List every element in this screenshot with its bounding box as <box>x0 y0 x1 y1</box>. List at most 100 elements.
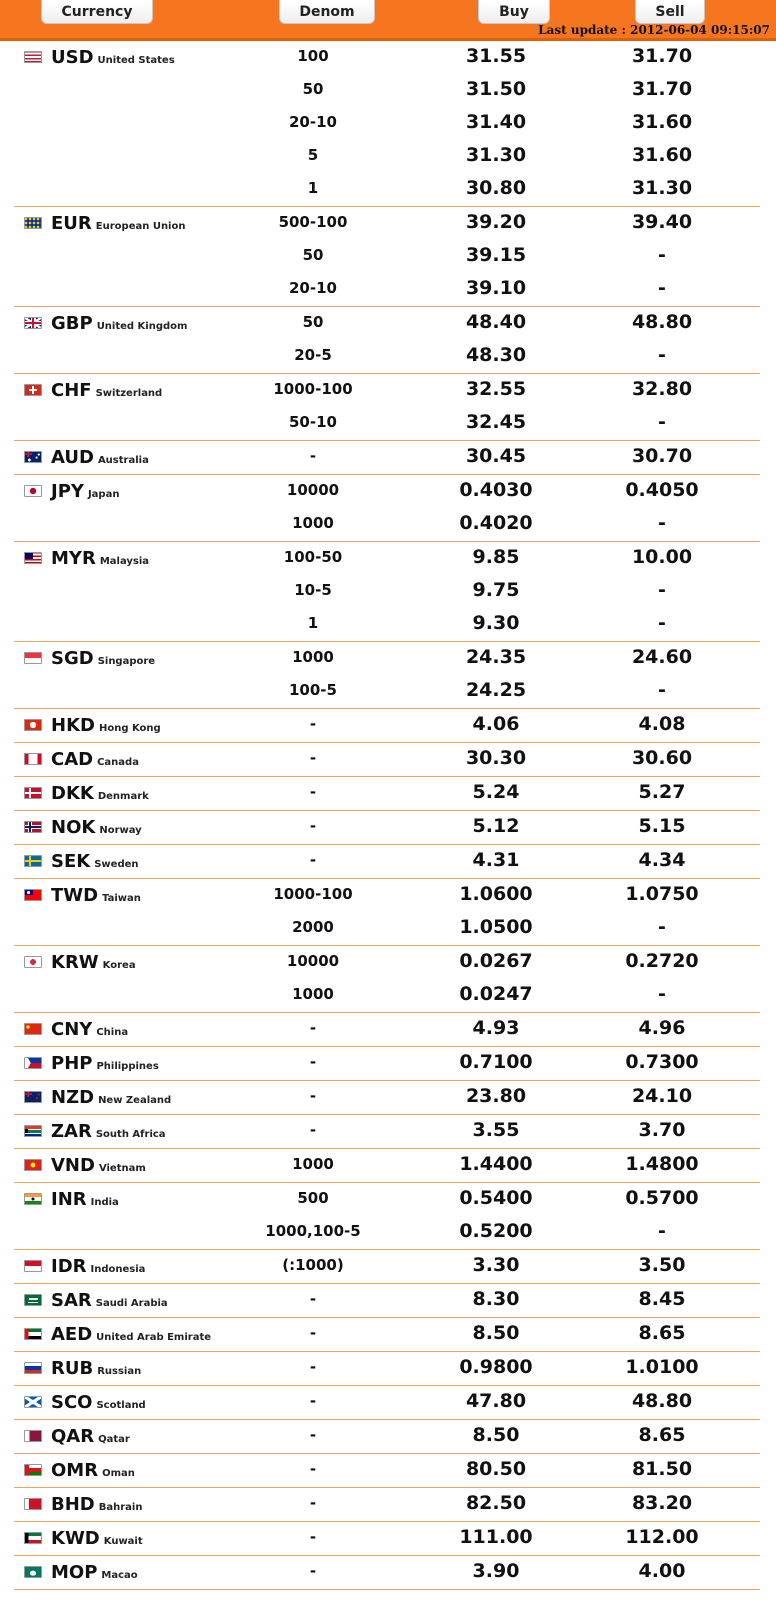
sell-rate-cell: 1.0750 <box>625 883 699 905</box>
currency-code: ZAR <box>51 1120 92 1142</box>
sell-rate-cell: 5.27 <box>638 781 686 803</box>
sell-rate-cell: 0.4050 <box>625 479 699 501</box>
currency-code: PHP <box>51 1052 93 1074</box>
flag-eu-icon <box>24 217 42 229</box>
flag-bh-icon <box>24 1498 42 1510</box>
sell-rate-cell: 81.50 <box>631 1458 693 1480</box>
currency-code: CNY <box>51 1018 93 1040</box>
flag-sg-icon <box>24 652 42 664</box>
buy-rate-cell: 24.25 <box>465 679 527 701</box>
table-row: 20-5 48.30 - <box>14 340 760 373</box>
currency-group-twd: TWD Taiwan 1000-100 1.0600 1.0750 2000 1.0500 - <box>14 879 760 946</box>
buy-rate-cell: 80.50 <box>465 1458 527 1480</box>
currency-label: JPY Japan <box>24 481 119 502</box>
country-name: Switzerland <box>95 387 163 399</box>
sell-rate-cell: 30.60 <box>631 747 693 769</box>
buy-rate-cell: 23.80 <box>465 1085 527 1107</box>
currency-group-usd: USD United States 100 31.55 31.70 50 31.50 31.7… <box>14 41 760 207</box>
buy-rate-cell: 9.30 <box>472 612 520 634</box>
denom-cell: - <box>309 783 317 801</box>
denom-cell: - <box>309 715 317 733</box>
denom-cell: 1 <box>307 614 319 632</box>
buy-rate-cell: 0.0267 <box>459 950 533 972</box>
flag-hk-icon <box>24 719 42 731</box>
denom-cell: - <box>309 851 317 869</box>
buy-rate-cell: 31.40 <box>465 111 527 133</box>
currency-code: MYR <box>51 547 96 569</box>
buy-rate-cell: 4.93 <box>472 1017 520 1039</box>
currency-code: OMR <box>51 1459 99 1481</box>
country-name: Malaysia <box>99 555 150 567</box>
sell-rate-cell: 31.60 <box>631 144 693 166</box>
currency-group-cny: CNY China - 4.93 4.96 <box>14 1013 760 1047</box>
sell-rate-cell: - <box>658 612 666 634</box>
currency-label: QAR Qatar <box>24 1426 130 1447</box>
currency-group-qar: QAR Qatar - 8.50 8.65 <box>14 1420 760 1454</box>
denom-cell: 5 <box>307 146 319 164</box>
currency-code: CHF <box>51 379 92 401</box>
country-name: Bahrain <box>98 1501 143 1513</box>
denom-cell: 50 <box>302 246 324 264</box>
currency-code: INR <box>51 1188 87 1210</box>
buy-rate-cell: 30.80 <box>465 177 527 199</box>
sell-rate-cell: 31.70 <box>631 45 693 67</box>
buy-rate-cell: 32.55 <box>465 378 527 400</box>
currency-group-nzd: NZD New Zealand - 23.80 24.10 <box>14 1081 760 1115</box>
country-name: China <box>96 1026 129 1038</box>
buy-rate-cell: 8.30 <box>472 1288 520 1310</box>
denom-cell: 1000,100-5 <box>265 1222 361 1240</box>
sell-column-button[interactable]: Sell <box>635 0 705 24</box>
sell-rate-cell: 24.60 <box>631 646 693 668</box>
table-row: NZD New Zealand - 23.80 24.10 <box>14 1081 760 1114</box>
table-row: KRW Korea 10000 0.0267 0.2720 <box>14 946 760 979</box>
table-row: SCO Scotland - 47.80 48.80 <box>14 1386 760 1419</box>
denom-cell: - <box>309 447 317 465</box>
currency-group-sar: SAR Saudi Arabia - 8.30 8.45 <box>14 1284 760 1318</box>
currency-code: RUB <box>51 1357 94 1379</box>
country-name: Korea <box>102 959 136 971</box>
table-row: OMR Oman - 80.50 81.50 <box>14 1454 760 1487</box>
currency-group-jpy: JPY Japan 10000 0.4030 0.4050 1000 0.4020 - <box>14 475 760 542</box>
currency-label: CNY China <box>24 1018 129 1040</box>
currency-code: SEK <box>51 850 91 872</box>
sell-rate-cell: 31.30 <box>631 177 693 199</box>
currency-code: EUR <box>51 212 92 234</box>
flag-qa-icon <box>24 1430 42 1442</box>
buy-rate-cell: 31.50 <box>465 78 527 100</box>
denom-cell: 2000 <box>292 918 334 936</box>
denom-cell: 20-5 <box>294 346 332 364</box>
denom-cell: - <box>309 1358 317 1376</box>
sell-rate-cell: 24.10 <box>631 1085 693 1107</box>
currency-group-eur: EUR European Union 500-100 39.20 39.40 50 39.1… <box>14 207 760 307</box>
buy-rate-cell: 0.5400 <box>459 1187 533 1209</box>
currency-code: KWD <box>51 1527 100 1549</box>
currency-group-chf: CHF Switzerland 1000-100 32.55 32.80 50-10 32.… <box>14 374 760 441</box>
table-row: QAR Qatar - 8.50 8.65 <box>14 1420 760 1453</box>
currency-label: CAD Canada <box>24 748 139 770</box>
currency-group-idr: IDR Indonesia (:1000) 3.30 3.50 <box>14 1250 760 1284</box>
denom-column-button[interactable]: Denom <box>279 0 375 24</box>
currency-code: CAD <box>51 748 94 770</box>
denom-cell: 10-5 <box>294 581 332 599</box>
sell-rate-cell: - <box>658 1220 666 1242</box>
buy-column-button[interactable]: Buy <box>478 0 550 24</box>
country-name: Australia <box>97 454 149 466</box>
sell-rate-cell: 0.7300 <box>625 1051 699 1073</box>
buy-rate-cell: 1.0500 <box>459 916 533 938</box>
table-row: PHP Philippines - 0.7100 0.7300 <box>14 1047 760 1080</box>
currency-label: MYR Malaysia <box>24 547 150 569</box>
currency-label: IDR Indonesia <box>24 1256 145 1277</box>
denom-cell: 1000 <box>292 514 334 532</box>
denom-cell: - <box>309 1290 317 1308</box>
table-row: 20-10 39.10 - <box>14 273 760 306</box>
currency-label: RUB Russian <box>24 1357 141 1379</box>
country-name: Denmark <box>97 790 149 802</box>
buy-rate-cell: 5.12 <box>472 815 520 837</box>
currency-label: NOK Norway <box>24 817 142 838</box>
table-row: 50 31.50 31.70 <box>14 74 760 107</box>
currency-group-dkk: DKK Denmark - 5.24 5.27 <box>14 777 760 811</box>
currency-label: OMR Oman <box>24 1459 135 1481</box>
currency-column-button[interactable]: Currency <box>41 0 153 24</box>
flag-no-icon <box>24 821 42 833</box>
table-row: CAD Canada - 30.30 30.60 <box>14 743 760 776</box>
